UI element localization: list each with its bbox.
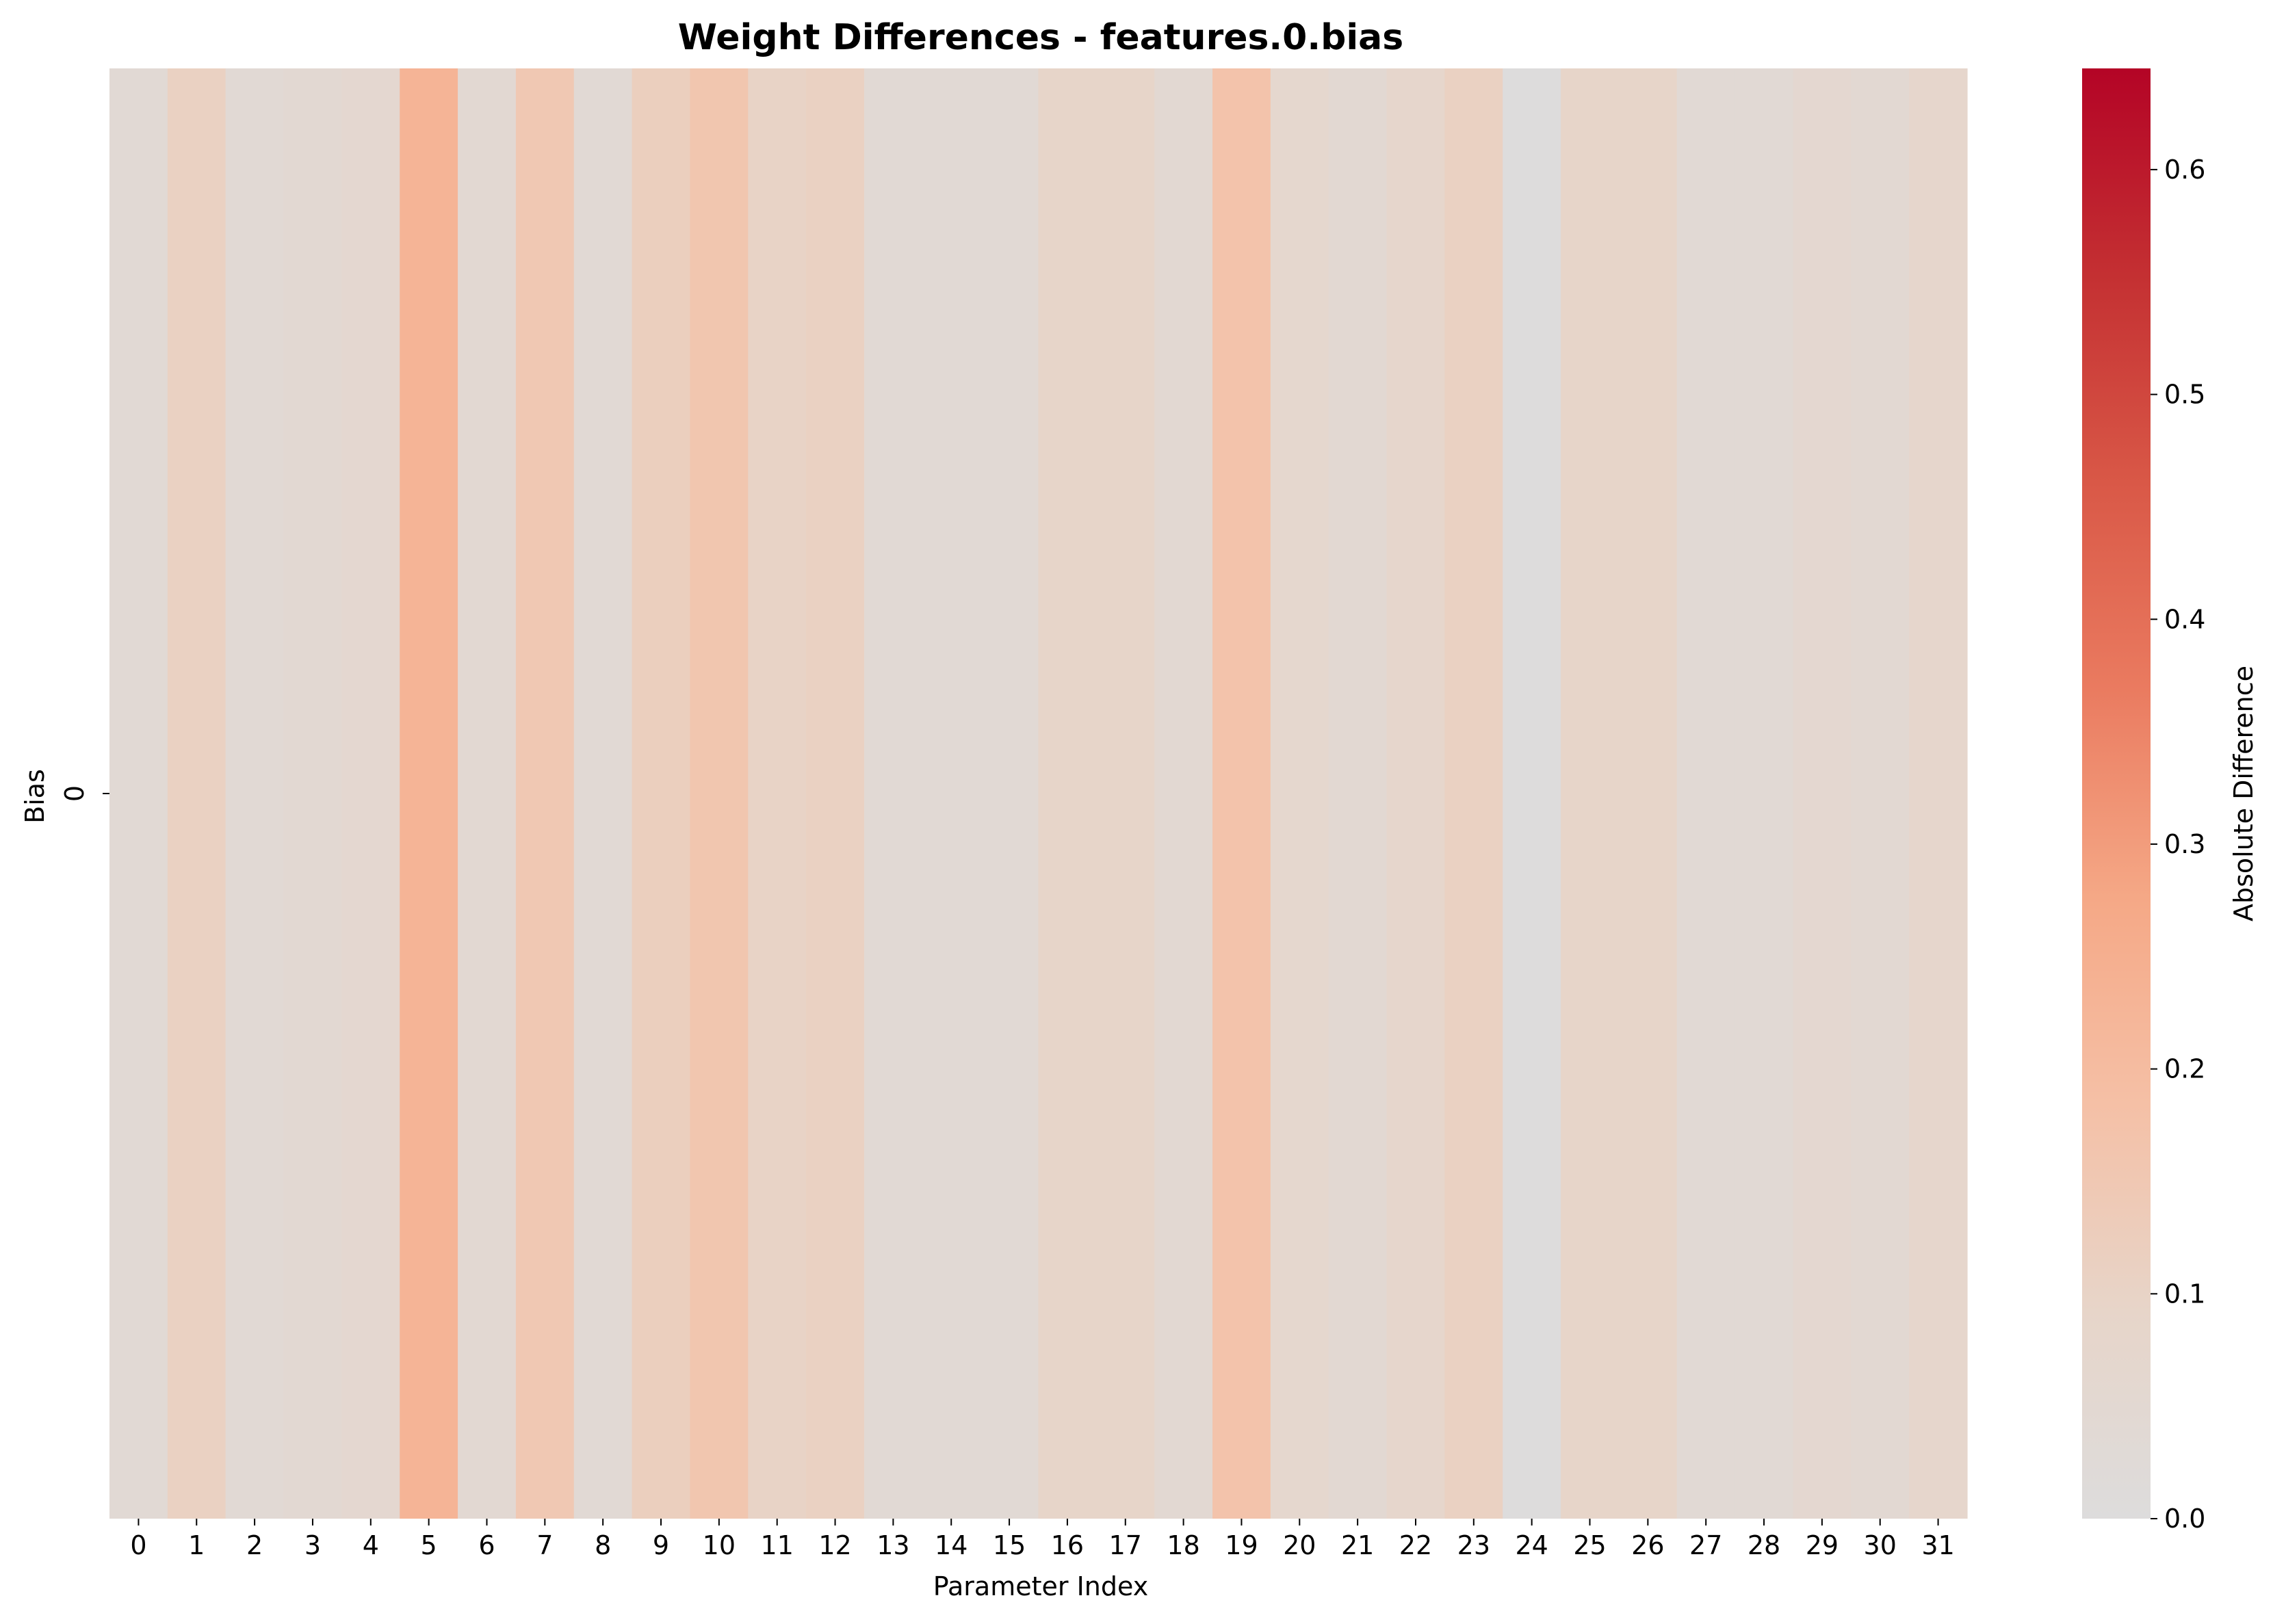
heatmap-cell bbox=[515, 68, 575, 1519]
heatmap-cell bbox=[1212, 68, 1271, 1519]
heatmap-cell bbox=[1270, 68, 1329, 1519]
colorbar-gradient bbox=[2082, 68, 2151, 1519]
heatmap-cell bbox=[1096, 68, 1155, 1519]
heatmap-cell bbox=[400, 68, 458, 1519]
heatmap-cell bbox=[1676, 68, 1736, 1519]
x-axis-ticks: 0 1 2 3 4 5 6 7 8 9 10 11 12 13 14 15 16 17 18 19 20 21 22 23 24… bbox=[130, 1519, 1955, 1560]
heatmap-cell bbox=[1328, 68, 1388, 1519]
x-tick-label: 31 bbox=[1921, 1530, 1954, 1560]
colorbar-tick-label: 0.4 bbox=[2164, 604, 2205, 634]
heatmap-cell bbox=[922, 68, 981, 1519]
colorbar-tick-label: 0.1 bbox=[2164, 1279, 2205, 1309]
heatmap-cell bbox=[283, 68, 342, 1519]
heatmap-cell bbox=[1154, 68, 1213, 1519]
x-tick-label: 8 bbox=[595, 1530, 611, 1560]
colorbar: 0.0 0.1 0.2 0.3 0.4 0.5 0.6 Absolute Differenc… bbox=[2082, 68, 2259, 1534]
x-tick-label: 20 bbox=[1283, 1530, 1316, 1560]
heatmap-cell bbox=[1386, 68, 1445, 1519]
x-tick-label: 18 bbox=[1167, 1530, 1199, 1560]
x-tick-label: 28 bbox=[1748, 1530, 1780, 1560]
colorbar-tick-label: 0.0 bbox=[2164, 1504, 2205, 1534]
x-tick-label: 11 bbox=[761, 1530, 794, 1560]
x-tick-label: 22 bbox=[1399, 1530, 1432, 1560]
heatmap-cell bbox=[690, 68, 749, 1519]
colorbar-tick-label: 0.2 bbox=[2164, 1054, 2205, 1084]
x-tick-label: 1 bbox=[188, 1530, 205, 1560]
x-tick-label: 4 bbox=[363, 1530, 379, 1560]
x-tick-label: 24 bbox=[1515, 1530, 1548, 1560]
heatmap-cells bbox=[109, 68, 1968, 1519]
heatmap-cell bbox=[1503, 68, 1561, 1519]
heatmap-cell bbox=[109, 68, 168, 1519]
colorbar-tick-label: 0.3 bbox=[2164, 829, 2205, 859]
heatmap-cell bbox=[167, 68, 226, 1519]
x-tick-label: 14 bbox=[935, 1530, 967, 1560]
x-tick-label: 17 bbox=[1109, 1530, 1142, 1560]
x-tick-label: 7 bbox=[536, 1530, 553, 1560]
heatmap-cell bbox=[748, 68, 807, 1519]
x-tick-label: 3 bbox=[304, 1530, 321, 1560]
x-axis-label: Parameter Index bbox=[933, 1571, 1148, 1601]
heatmap-cell bbox=[341, 68, 400, 1519]
x-tick-label: 30 bbox=[1864, 1530, 1897, 1560]
heatmap-cell bbox=[1735, 68, 1794, 1519]
heatmap-cell bbox=[1038, 68, 1097, 1519]
heatmap-cell bbox=[225, 68, 285, 1519]
y-tick-label: 0 bbox=[60, 785, 90, 802]
x-tick-label: 16 bbox=[1051, 1530, 1084, 1560]
x-tick-label: 2 bbox=[246, 1530, 263, 1560]
colorbar-tick-label: 0.5 bbox=[2164, 380, 2205, 410]
chart-title: Weight Differences - features.0.bias bbox=[678, 17, 1403, 58]
y-axis-label: Bias bbox=[20, 769, 50, 824]
heatmap-cell bbox=[1444, 68, 1503, 1519]
heatmap-cell bbox=[573, 68, 633, 1519]
x-tick-label: 26 bbox=[1631, 1530, 1664, 1560]
x-tick-label: 19 bbox=[1225, 1530, 1258, 1560]
heatmap-cell bbox=[980, 68, 1039, 1519]
x-tick-label: 5 bbox=[421, 1530, 437, 1560]
x-tick-label: 21 bbox=[1341, 1530, 1374, 1560]
heatmap-cell bbox=[1561, 68, 1620, 1519]
colorbar-tick-label: 0.6 bbox=[2164, 155, 2205, 185]
heatmap-cell bbox=[458, 68, 517, 1519]
x-tick-label: 9 bbox=[653, 1530, 669, 1560]
x-tick-label: 29 bbox=[1806, 1530, 1839, 1560]
x-tick-label: 15 bbox=[993, 1530, 1026, 1560]
x-tick-label: 13 bbox=[876, 1530, 909, 1560]
y-axis-ticks: 0 bbox=[60, 785, 109, 802]
colorbar-ticks: 0.0 0.1 0.2 0.3 0.4 0.5 0.6 bbox=[2151, 155, 2205, 1534]
x-tick-label: 25 bbox=[1573, 1530, 1606, 1560]
heatmap-cell bbox=[1909, 68, 1968, 1519]
x-tick-label: 10 bbox=[703, 1530, 736, 1560]
x-tick-label: 23 bbox=[1457, 1530, 1490, 1560]
heatmap-cell bbox=[632, 68, 691, 1519]
x-tick-label: 0 bbox=[130, 1530, 146, 1560]
heatmap-cell bbox=[806, 68, 865, 1519]
x-tick-label: 6 bbox=[478, 1530, 495, 1560]
heatmap-cell bbox=[863, 68, 923, 1519]
heatmap-cell bbox=[1793, 68, 1852, 1519]
colorbar-label: Absolute Difference bbox=[2229, 666, 2259, 921]
heatmap-cell bbox=[1851, 68, 1910, 1519]
heatmap-cell bbox=[1618, 68, 1678, 1519]
x-tick-label: 12 bbox=[818, 1530, 851, 1560]
x-tick-label: 27 bbox=[1689, 1530, 1722, 1560]
